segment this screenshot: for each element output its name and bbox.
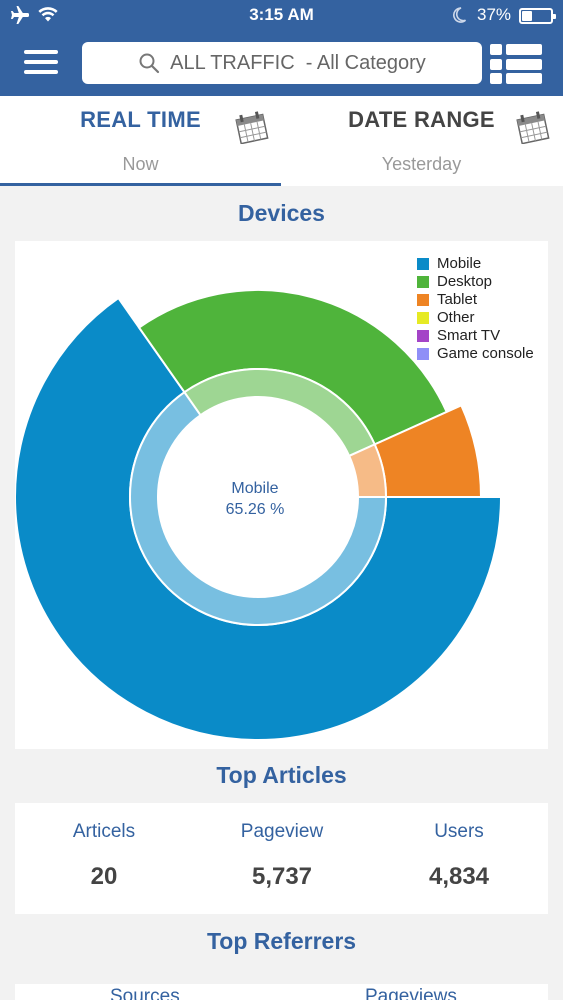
chart-legend: Mobile Desktop Tablet Other Smart TV Game con… bbox=[417, 255, 547, 363]
legend-label: Game console bbox=[437, 345, 534, 362]
pageview-stat: Pageview 5,737 bbox=[193, 803, 371, 891]
battery-icon bbox=[519, 8, 556, 24]
traffic-filter-search-bar[interactable]: ALL TRAFFIC - All Category bbox=[82, 42, 482, 84]
referrers-table-header: Sources Pageviews bbox=[15, 984, 548, 1000]
legend-label: Smart TV bbox=[437, 327, 501, 344]
legend-swatch bbox=[417, 330, 429, 342]
legend-item[interactable]: Tablet bbox=[417, 291, 547, 309]
stat-label: Pageview bbox=[240, 821, 324, 842]
list-view-button[interactable] bbox=[490, 44, 542, 84]
legend-label: Desktop bbox=[437, 273, 493, 290]
tab-real-time-sub: Now bbox=[122, 154, 159, 174]
legend-swatch bbox=[417, 348, 429, 360]
tab-real-time[interactable]: REAL TIME Now bbox=[0, 96, 281, 186]
top-articles-title: Top Articles bbox=[216, 762, 347, 788]
stat-label: Articels bbox=[72, 821, 136, 842]
legend-item[interactable]: Mobile bbox=[417, 255, 547, 273]
users-stat: Users 4,834 bbox=[370, 803, 548, 891]
pageviews-column-header: Pageviews bbox=[365, 986, 457, 1000]
donut-inner-ring-tablet bbox=[347, 443, 388, 498]
stat-value: 5,737 bbox=[251, 863, 313, 890]
tab-date-range-sub: Yesterday bbox=[381, 154, 462, 174]
stat-label: Users bbox=[434, 821, 484, 842]
moon-icon bbox=[453, 7, 466, 23]
status-bar: 3:15 AM 37% bbox=[0, 0, 563, 32]
top-bar: 3:15 AM 37% ALL TRAFFIC - All Category bbox=[0, 0, 563, 96]
center-category: Mobile bbox=[231, 480, 279, 497]
top-articles-card[interactable]: Articels 20 Pageview 5,737 Users 4,834 bbox=[15, 803, 548, 914]
devices-title: Devices bbox=[238, 200, 325, 226]
calendar-icon bbox=[235, 111, 269, 144]
calendar-icon bbox=[516, 111, 550, 144]
devices-chart-card: Mobile Desktop Tablet Other Smart TV Game con… bbox=[15, 241, 548, 749]
legend-item[interactable]: Desktop bbox=[417, 273, 547, 291]
center-percentage: 65.26 % bbox=[225, 501, 285, 518]
articles-stat: Articels 20 bbox=[15, 803, 193, 891]
legend-item[interactable]: Smart TV bbox=[417, 327, 547, 345]
legend-swatch bbox=[417, 294, 429, 306]
stat-value: 20 bbox=[90, 863, 118, 890]
hamburger-menu-button[interactable] bbox=[24, 48, 58, 76]
legend-swatch bbox=[417, 258, 429, 270]
search-icon bbox=[139, 53, 160, 74]
legend-swatch bbox=[417, 276, 429, 288]
stat-value: 4,834 bbox=[428, 863, 490, 890]
active-tab-indicator bbox=[0, 183, 281, 186]
legend-item[interactable]: Other bbox=[417, 309, 547, 327]
chart-center-label: Mobile 65.26 % bbox=[195, 478, 315, 520]
legend-label: Mobile bbox=[437, 255, 482, 272]
legend-label: Tablet bbox=[437, 291, 478, 308]
wifi-icon bbox=[38, 7, 58, 22]
tab-date-range[interactable]: DATE RANGE Yesterday bbox=[281, 96, 562, 186]
donut-inner-ring-mobile bbox=[129, 390, 388, 626]
tab-real-time-title: REAL TIME bbox=[80, 107, 201, 132]
legend-label: Other bbox=[437, 309, 475, 326]
top-referrers-title: Top Referrers bbox=[206, 928, 357, 954]
sources-column-header: Sources bbox=[110, 986, 180, 1000]
legend-item[interactable]: Game console bbox=[417, 345, 547, 363]
status-time: 3:15 AM bbox=[249, 5, 314, 24]
time-tabs: REAL TIME Now DATE RANGE bbox=[0, 96, 563, 186]
legend-swatch bbox=[417, 312, 429, 324]
devices-donut-chart[interactable] bbox=[15, 241, 548, 749]
battery-percent: 37% bbox=[477, 5, 512, 24]
tab-date-range-title: DATE RANGE bbox=[348, 107, 495, 132]
airplane-icon bbox=[11, 6, 29, 24]
search-text: ALL TRAFFIC - All Category bbox=[170, 51, 426, 74]
